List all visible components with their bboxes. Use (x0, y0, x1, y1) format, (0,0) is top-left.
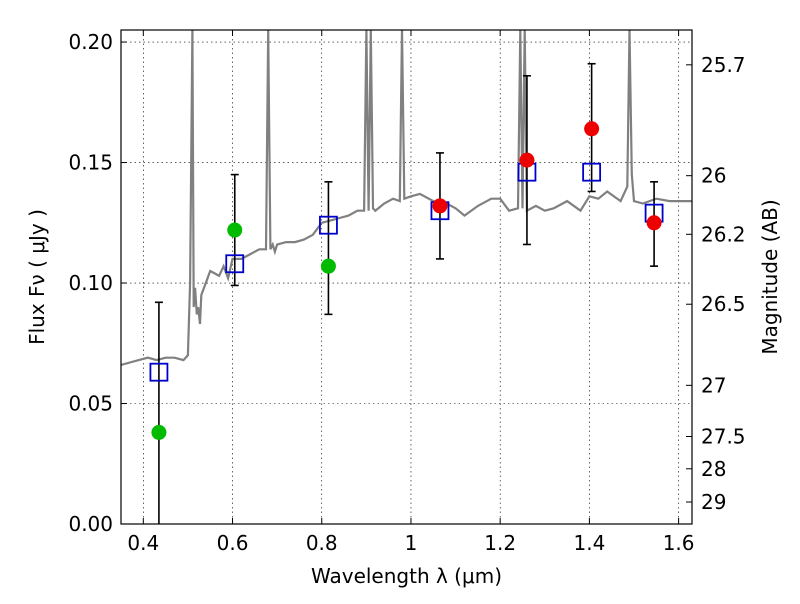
data-point (519, 152, 535, 168)
right-tick-label: 26 (701, 164, 726, 188)
y-tick-label: 0.15 (68, 151, 113, 175)
x-tick-label: 1 (405, 531, 418, 555)
right-tick-label: 25.7 (701, 53, 746, 77)
data-point (646, 215, 662, 231)
model-square-marker (225, 254, 245, 274)
tick-layer: 0.4 0.6 0.8 1 1.2 1.4 1.6 0.00 0.05 0.10 0.15 0.20 2… (68, 30, 746, 555)
y-tick-label: 0.20 (68, 30, 113, 54)
data-point (432, 198, 448, 214)
x-tick-label: 0.4 (127, 531, 159, 555)
data-point (227, 222, 243, 238)
x-tick-label: 1.2 (484, 531, 516, 555)
x-tick-label: 1.6 (663, 531, 695, 555)
y-tick-label: 0.00 (68, 512, 113, 536)
y-tick-label: 0.05 (68, 392, 113, 416)
x-axis-label: Wavelength λ (μm) (311, 564, 502, 588)
x-tick-label: 0.6 (217, 531, 249, 555)
model-square-marker (149, 362, 169, 382)
plot-area (121, 30, 692, 524)
right-tick-label: 29 (701, 490, 726, 514)
right-tick-label: 28 (701, 457, 726, 481)
right-tick-label: 27 (701, 373, 726, 397)
y-tick-label: 0.10 (68, 271, 113, 295)
model-square-marker (319, 215, 338, 235)
right-tick-label: 26.2 (701, 222, 746, 246)
data-point (320, 258, 336, 274)
data-point (584, 121, 600, 137)
data-point (151, 424, 167, 440)
x-tick-label: 1.4 (573, 531, 605, 555)
y-axis-right-label: Magnitude (AB) (758, 199, 782, 354)
spectrum-line (121, 30, 692, 367)
right-tick-label: 26.5 (701, 292, 746, 316)
grid-layer (121, 30, 692, 525)
y-axis-label: Flux Fν ( μJy ) (25, 209, 49, 345)
x-tick-label: 0.8 (306, 531, 338, 555)
plot-frame (120, 29, 693, 525)
right-tick-label: 27.5 (701, 425, 746, 449)
model-square-marker (582, 162, 602, 182)
